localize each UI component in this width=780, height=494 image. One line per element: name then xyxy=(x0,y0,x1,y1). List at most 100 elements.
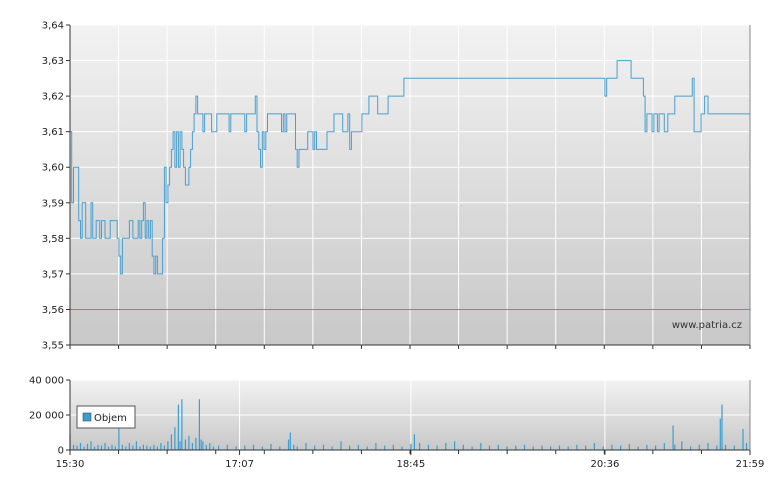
volume-axes: 0 20 000 40 000 15:30 17:07 18:45 20:36 21:59 xyxy=(29,376,764,471)
volume-bar xyxy=(76,445,78,450)
volume-bar xyxy=(132,445,134,450)
price-line xyxy=(70,60,750,275)
volume-bar xyxy=(118,423,120,451)
price-axes: 3,55 3,56 3,57 3,58 3,59 3,60 3,61 3,62 3,63 3,64 xyxy=(42,21,751,352)
volume-bar xyxy=(523,444,526,451)
volume-bar xyxy=(111,444,113,451)
volume-bar xyxy=(375,443,377,450)
volume-bar xyxy=(156,446,158,450)
watermark: www.patria.cz xyxy=(672,320,742,331)
volume-bar xyxy=(620,445,622,450)
volume-bar xyxy=(436,445,438,450)
volume-bar xyxy=(506,446,508,450)
volume-bar xyxy=(462,444,464,451)
volume-x-tick-label: 20:36 xyxy=(590,459,619,470)
volume-bar xyxy=(611,444,613,451)
volume-bar xyxy=(125,446,127,450)
volume-bar xyxy=(331,446,333,450)
volume-bar xyxy=(567,446,569,450)
legend-label: Objem xyxy=(94,413,127,424)
volume-x-tick-label: 21:59 xyxy=(736,459,765,470)
volume-bar xyxy=(200,439,202,450)
volume-bar xyxy=(179,441,181,451)
volume-bar xyxy=(107,446,110,450)
volume-bar xyxy=(716,445,718,450)
volume-bar xyxy=(235,446,237,450)
volume-bar xyxy=(427,444,429,451)
volume-bar xyxy=(585,445,587,450)
volume-bar xyxy=(663,443,665,450)
volume-bars xyxy=(69,399,748,451)
volume-legend: Objem xyxy=(76,405,136,429)
volume-bar xyxy=(392,444,394,451)
volume-x-tick-label: 18:45 xyxy=(396,459,425,470)
volume-bar xyxy=(357,444,359,451)
price-y-tick-label: 3,55 xyxy=(42,341,64,352)
volume-bar xyxy=(244,445,246,450)
volume-bar xyxy=(289,432,291,450)
volume-bar xyxy=(100,445,103,450)
volume-bar xyxy=(153,444,155,451)
volume-bar xyxy=(83,446,85,450)
volume-bar xyxy=(174,427,176,451)
volume-bar xyxy=(445,443,447,450)
volume-bar xyxy=(191,443,193,450)
volume-bar xyxy=(195,437,197,451)
volume-bar xyxy=(550,446,552,450)
volume-bar xyxy=(637,446,639,450)
volume-bar xyxy=(188,436,190,450)
price-y-tick-label: 3,56 xyxy=(42,305,64,316)
volume-bar xyxy=(558,445,561,450)
volume-bar xyxy=(532,446,534,450)
volume-bar xyxy=(690,446,692,450)
volume-bar xyxy=(488,445,491,450)
volume-bar xyxy=(672,425,674,450)
volume-bar xyxy=(541,445,543,450)
volume-bar xyxy=(401,446,403,450)
volume-bar xyxy=(170,434,172,451)
volume-bar xyxy=(602,446,604,450)
volume-bar xyxy=(593,443,595,450)
volume-bar xyxy=(86,443,89,450)
volume-bar xyxy=(681,441,683,451)
volume-bar xyxy=(139,446,141,450)
price-y-tick-label: 3,64 xyxy=(42,21,64,32)
volume-bar xyxy=(314,445,316,450)
volume-y-tick-label: 0 xyxy=(58,446,64,457)
volume-bar xyxy=(205,444,207,451)
volume-bar xyxy=(480,443,482,450)
volume-y-tick-label: 20 000 xyxy=(29,411,64,422)
volume-bar xyxy=(413,434,415,451)
volume-bar xyxy=(410,443,412,450)
volume-bar xyxy=(121,444,123,451)
volume-x-tick-label: 15:30 xyxy=(56,459,85,470)
volume-bar xyxy=(198,399,200,451)
volume-bar xyxy=(218,445,220,450)
volume-bar xyxy=(72,444,75,451)
volume-bar xyxy=(163,445,165,450)
volume-bar xyxy=(128,443,130,450)
legend-swatch xyxy=(82,412,92,422)
volume-bar xyxy=(674,444,676,451)
volume-bar xyxy=(160,443,162,450)
volume-bar xyxy=(733,445,735,450)
volume-bar xyxy=(90,441,92,451)
volume-bar xyxy=(114,446,116,450)
volume-bar xyxy=(296,446,298,450)
volume-bar xyxy=(142,444,144,451)
volume-bar xyxy=(719,418,721,450)
volume-bar xyxy=(202,441,204,451)
volume-bar xyxy=(93,446,96,450)
volume-bar xyxy=(226,444,228,451)
price-y-tick-label: 3,59 xyxy=(42,198,64,209)
volume-bar xyxy=(287,439,290,450)
volume-bar xyxy=(212,446,214,450)
volume-bar xyxy=(79,443,82,450)
price-y-tick-label: 3,61 xyxy=(42,127,64,138)
volume-bar xyxy=(419,443,421,450)
volume-y-tick-label: 40 000 xyxy=(29,376,64,387)
volume-bar xyxy=(184,439,186,450)
volume-bar xyxy=(366,446,368,450)
volume-bar xyxy=(279,446,281,450)
